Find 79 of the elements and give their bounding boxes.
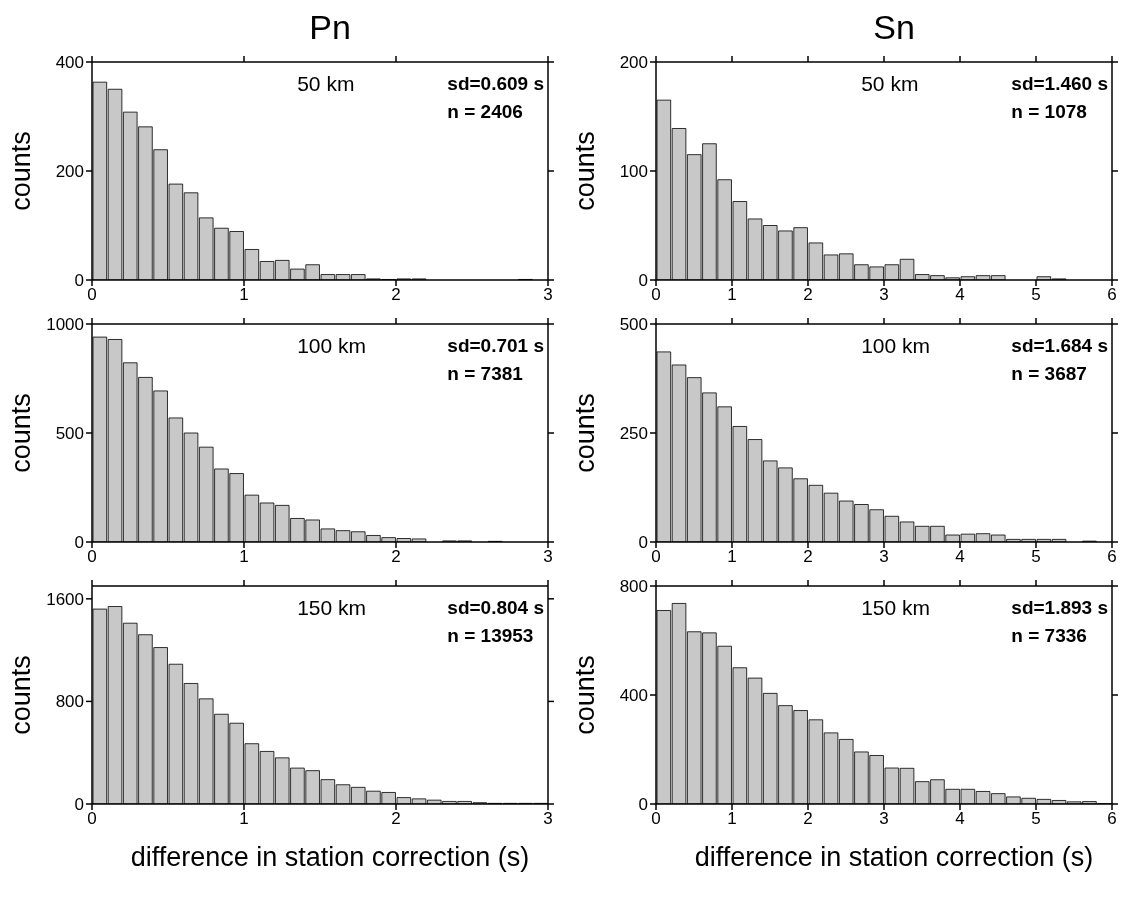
y-tick-label: 0: [638, 795, 648, 815]
y-tick-label: 0: [638, 533, 648, 553]
annotation: 100 km: [297, 334, 367, 358]
y-tick-label: 800: [619, 577, 648, 597]
x-tick-label: 0: [87, 547, 97, 567]
y-tick-label: 1000: [46, 315, 84, 335]
x-tick-label: 1: [727, 285, 737, 305]
x-tick-label: 0: [87, 285, 97, 305]
x-tick-label: 3: [543, 285, 553, 305]
x-axis-title: difference in station correction (s): [129, 842, 531, 873]
annotation: n = 7336: [1011, 624, 1088, 648]
y-tick-label: 800: [55, 692, 84, 712]
y-tick-label: 500: [55, 424, 84, 444]
y-tick-label: 400: [619, 686, 648, 706]
annotation: 150 km: [861, 596, 931, 620]
x-tick-label: 3: [879, 285, 889, 305]
y-tick-label: 0: [74, 795, 84, 815]
y-axis-title: counts: [569, 393, 600, 473]
x-tick-label: 2: [803, 809, 813, 829]
x-tick-label: 5: [1031, 285, 1041, 305]
x-tick-label: 5: [1031, 809, 1041, 829]
y-tick-label: 0: [74, 271, 84, 291]
x-tick-label: 2: [391, 809, 401, 829]
annotation: n = 2406: [447, 100, 524, 124]
x-tick-label: 6: [1107, 285, 1117, 305]
y-tick-label: 400: [55, 53, 84, 73]
x-tick-label: 6: [1107, 809, 1117, 829]
annotation: sd=1.684 s: [1011, 334, 1108, 358]
annotation: n = 13953: [447, 624, 535, 648]
y-axis-title: counts: [569, 655, 600, 735]
x-tick-label: 0: [651, 285, 661, 305]
annotation: n = 1078: [1011, 100, 1088, 124]
x-tick-label: 1: [727, 547, 737, 567]
annotation: sd=0.701 s: [447, 334, 544, 358]
x-tick-label: 1: [239, 809, 249, 829]
y-tick-label: 0: [638, 271, 648, 291]
x-tick-label: 4: [955, 547, 965, 567]
x-tick-label: 0: [651, 809, 661, 829]
x-tick-label: 3: [543, 547, 553, 567]
x-tick-label: 1: [727, 809, 737, 829]
y-axis-title: counts: [5, 393, 36, 473]
chart-title: Pn: [308, 8, 352, 48]
chart-title: Sn: [872, 8, 916, 48]
x-tick-label: 1: [239, 547, 249, 567]
y-tick-label: 1600: [46, 589, 84, 609]
y-axis-title: counts: [569, 131, 600, 211]
x-tick-label: 3: [543, 809, 553, 829]
x-tick-label: 2: [391, 285, 401, 305]
x-axis-title: difference in station correction (s): [693, 842, 1095, 873]
y-tick-label: 200: [619, 53, 648, 73]
x-tick-label: 5: [1031, 547, 1041, 567]
x-tick-label: 0: [651, 547, 661, 567]
x-tick-label: 4: [955, 809, 965, 829]
annotation: 150 km: [297, 596, 367, 620]
annotation: 50 km: [297, 72, 355, 96]
annotation: n = 7381: [447, 362, 524, 386]
x-tick-label: 3: [879, 809, 889, 829]
y-tick-label: 200: [55, 162, 84, 182]
y-tick-label: 500: [619, 315, 648, 335]
x-tick-label: 6: [1107, 547, 1117, 567]
annotation: sd=1.460 s: [1011, 72, 1108, 96]
x-tick-label: 1: [239, 285, 249, 305]
x-tick-label: 2: [803, 285, 813, 305]
annotation: 50 km: [861, 72, 919, 96]
x-tick-label: 4: [955, 285, 965, 305]
x-tick-label: 2: [803, 547, 813, 567]
annotation: n = 3687: [1011, 362, 1088, 386]
x-tick-label: 3: [879, 547, 889, 567]
x-tick-label: 2: [391, 547, 401, 567]
y-axis-title: counts: [5, 131, 36, 211]
annotation: 100 km: [861, 334, 931, 358]
annotation: sd=0.609 s: [447, 72, 544, 96]
annotation: sd=1.893 s: [1011, 596, 1108, 620]
x-tick-label: 0: [87, 809, 97, 829]
y-tick-label: 100: [619, 162, 648, 182]
y-tick-label: 0: [74, 533, 84, 553]
y-axis-title: counts: [5, 655, 36, 735]
y-tick-label: 250: [619, 424, 648, 444]
annotation: sd=0.804 s: [447, 596, 544, 620]
